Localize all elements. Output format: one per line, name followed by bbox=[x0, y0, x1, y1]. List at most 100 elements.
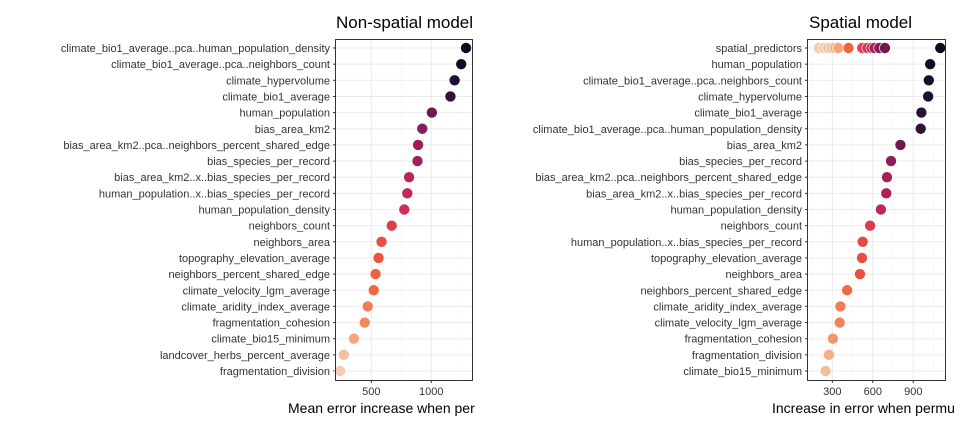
spatial-data-point bbox=[827, 332, 839, 345]
spatial-y-label: climate_bio1_average..pca..neighbors_cou… bbox=[583, 75, 802, 87]
spatial-data-point bbox=[856, 252, 868, 264]
non-spatial-x-ticks: 500 1000 bbox=[362, 380, 444, 398]
non-spatial-data-point bbox=[448, 74, 461, 87]
spatial-y-label: neighbors_count bbox=[721, 221, 802, 233]
non-spatial-data-point bbox=[403, 171, 415, 183]
spatial-y-label: climate_velocity_lgm_average bbox=[655, 318, 802, 330]
non-spatial-y-label: bias_area_km2..x..bias_species_per_recor… bbox=[114, 172, 330, 184]
spatial-data-point bbox=[819, 365, 832, 377]
spatial-y-label: bias_area_km2..pca..neighbors_percent_sh… bbox=[535, 172, 802, 184]
spatial-y-label: human_population..x..bias_species_per_re… bbox=[571, 237, 802, 249]
spatial-x-tick-label: 600 bbox=[864, 386, 882, 398]
non-spatial-data-point bbox=[375, 236, 388, 248]
spatial-data-point bbox=[924, 58, 936, 70]
non-spatial-y-label: fragmentation_cohesion bbox=[213, 318, 330, 330]
non-spatial-x-axis-title: Mean error increase when per bbox=[288, 400, 475, 416]
spatial-y-label: bias_area_km2 bbox=[727, 140, 802, 152]
spatial-y-label: topography_elevation_average bbox=[651, 253, 802, 265]
spatial-data-point bbox=[915, 106, 928, 119]
non-spatial-y-label: climate_bio1_average bbox=[222, 91, 330, 103]
spatial-data-point bbox=[841, 284, 853, 297]
non-spatial-y-label: fragmentation_division bbox=[220, 366, 330, 378]
spatial-data-point bbox=[833, 316, 846, 329]
non-spatial-x-tick-label: 500 bbox=[362, 386, 380, 398]
spatial-y-label: climate_bio15_minimum bbox=[683, 366, 802, 378]
spatial-x-axis-title: Increase in error when permu bbox=[772, 400, 955, 416]
spatial-data-point bbox=[914, 122, 927, 135]
spatial-y-label: neighbors_percent_shared_edge bbox=[641, 285, 802, 297]
spatial-data-point bbox=[923, 74, 935, 87]
non-spatial-y-label: climate_velocity_lgm_average bbox=[183, 285, 330, 297]
non-spatial-data-point bbox=[444, 90, 457, 103]
non-spatial-data-point bbox=[385, 219, 398, 232]
non-spatial-data-point bbox=[337, 349, 350, 361]
spatial-y-label: climate_bio1_average..pca..human_populat… bbox=[533, 124, 803, 136]
non-spatial-x-tick-label: 1000 bbox=[419, 386, 443, 398]
non-spatial-y-label: bias_area_km2 bbox=[255, 124, 330, 136]
spatial-y-label: bias_species_per_record bbox=[679, 156, 802, 168]
non-spatial-points bbox=[334, 42, 472, 377]
non-spatial-data-point bbox=[426, 106, 438, 119]
non-spatial-y-label: climate_bio1_average..pca..human_populat… bbox=[61, 43, 331, 55]
non-spatial-data-point bbox=[460, 42, 472, 54]
spatial-panel: Spatial model spatial_predictors human_po… bbox=[533, 13, 955, 416]
spatial-data-point bbox=[881, 171, 893, 183]
spatial-points bbox=[812, 42, 947, 377]
spatial-data-point bbox=[834, 300, 847, 313]
non-spatial-data-point bbox=[334, 365, 346, 377]
spatial-y-label: climate_aridity_index_average bbox=[653, 301, 802, 313]
non-spatial-y-labels: climate_bio1_average..pca..human_populat… bbox=[61, 43, 336, 378]
non-spatial-y-label: human_population..x..bias_species_per_re… bbox=[99, 188, 330, 200]
spatial-x-tick-label: 300 bbox=[823, 386, 841, 398]
spatial-y-label: spatial_predictors bbox=[716, 43, 803, 55]
non-spatial-y-label: neighbors_area bbox=[254, 237, 331, 249]
spatial-y-label: fragmentation_cohesion bbox=[685, 334, 802, 346]
non-spatial-data-point bbox=[416, 122, 429, 135]
non-spatial-data-point bbox=[455, 58, 468, 70]
non-spatial-data-point bbox=[358, 316, 371, 329]
spatial-y-label: human_population bbox=[711, 59, 802, 71]
non-spatial-y-label: human_population_density bbox=[199, 205, 331, 217]
spatial-y-label: bias_area_km2..x..bias_species_per_recor… bbox=[586, 188, 802, 200]
non-spatial-y-label: neighbors_count bbox=[249, 221, 330, 233]
spatial-data-point bbox=[934, 42, 947, 54]
non-spatial-y-label: neighbors_percent_shared_edge bbox=[169, 269, 330, 281]
non-spatial-data-point bbox=[412, 139, 424, 151]
spatial-predictor-point bbox=[832, 42, 845, 54]
spatial-data-point bbox=[894, 139, 907, 151]
non-spatial-y-label: climate_bio1_average..pca..neighbors_cou… bbox=[111, 59, 330, 71]
non-spatial-data-point bbox=[348, 332, 360, 345]
non-spatial-data-point bbox=[367, 284, 380, 297]
spatial-y-label: fragmentation_division bbox=[692, 350, 802, 362]
non-spatial-y-label: climate_aridity_index_average bbox=[181, 301, 330, 313]
spatial-data-point bbox=[823, 349, 835, 361]
spatial-y-label: climate_bio1_average bbox=[694, 108, 802, 120]
non-spatial-panel-border bbox=[335, 39, 473, 381]
spatial-title: Spatial model bbox=[809, 13, 912, 32]
spatial-data-point bbox=[885, 155, 897, 167]
non-spatial-y-label: bias_area_km2..pca..neighbors_percent_sh… bbox=[63, 140, 330, 152]
spatial-data-point bbox=[875, 203, 887, 216]
non-spatial-y-label: topography_elevation_average bbox=[179, 253, 330, 265]
non-spatial-data-point bbox=[372, 252, 385, 264]
non-spatial-y-label: climate_bio15_minimum bbox=[211, 334, 330, 346]
non-spatial-data-point bbox=[361, 300, 374, 313]
spatial-predictor-point bbox=[879, 42, 891, 54]
non-spatial-y-label: human_population bbox=[239, 108, 330, 120]
spatial-data-point bbox=[856, 236, 869, 248]
non-spatial-y-label: bias_species_per_record bbox=[207, 156, 330, 168]
spatial-panel-border bbox=[807, 39, 946, 381]
spatial-y-label: neighbors_area bbox=[726, 269, 803, 281]
non-spatial-y-label: climate_hypervolume bbox=[226, 75, 330, 87]
spatial-x-ticks: 300 600 900 bbox=[823, 380, 922, 398]
non-spatial-data-point bbox=[398, 203, 411, 216]
spatial-data-point bbox=[864, 219, 876, 232]
non-spatial-data-point bbox=[369, 268, 382, 280]
non-spatial-data-point bbox=[401, 187, 414, 200]
non-spatial-panel: Non-spatial model climate_bio1_average..… bbox=[61, 13, 475, 416]
spatial-data-point bbox=[922, 90, 934, 103]
spatial-y-labels: spatial_predictors human_populationclimat… bbox=[533, 43, 808, 378]
spatial-y-label: human_population_density bbox=[671, 205, 803, 217]
spatial-data-point bbox=[880, 187, 893, 200]
